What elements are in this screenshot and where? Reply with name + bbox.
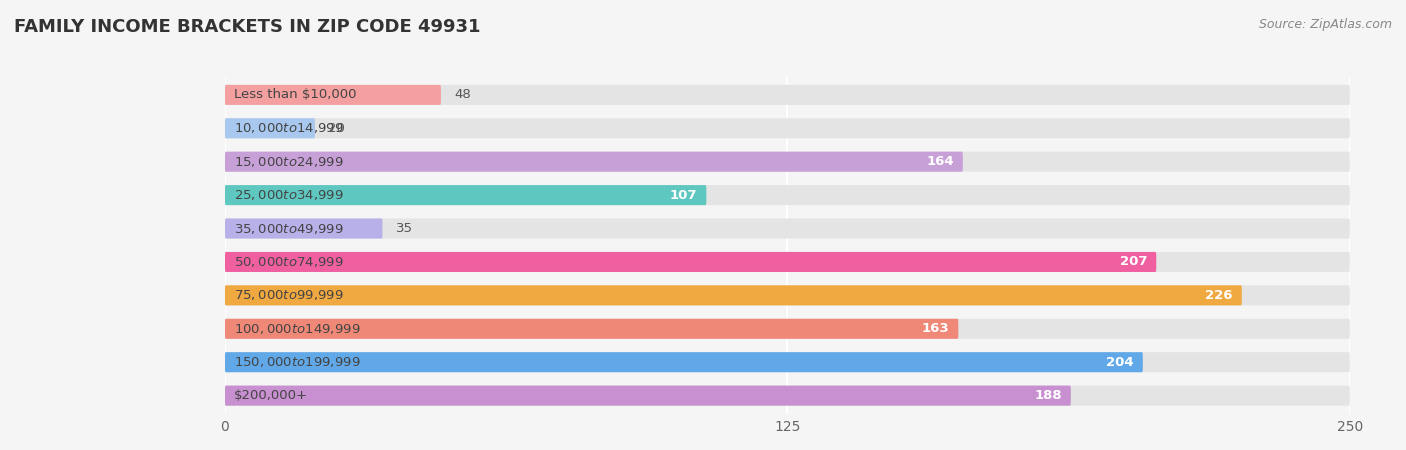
FancyBboxPatch shape — [225, 185, 706, 205]
FancyBboxPatch shape — [225, 152, 1350, 172]
Text: 207: 207 — [1119, 256, 1147, 269]
FancyBboxPatch shape — [225, 118, 315, 138]
FancyBboxPatch shape — [225, 85, 441, 105]
FancyBboxPatch shape — [225, 352, 1350, 372]
Text: $35,000 to $49,999: $35,000 to $49,999 — [233, 221, 343, 235]
FancyBboxPatch shape — [225, 285, 1241, 306]
FancyBboxPatch shape — [225, 219, 1350, 238]
Text: $10,000 to $14,999: $10,000 to $14,999 — [233, 122, 343, 135]
Text: $100,000 to $149,999: $100,000 to $149,999 — [233, 322, 360, 336]
FancyBboxPatch shape — [225, 85, 1350, 105]
Text: 48: 48 — [454, 88, 471, 101]
Text: FAMILY INCOME BRACKETS IN ZIP CODE 49931: FAMILY INCOME BRACKETS IN ZIP CODE 49931 — [14, 18, 481, 36]
FancyBboxPatch shape — [225, 219, 382, 238]
Text: 35: 35 — [396, 222, 413, 235]
FancyBboxPatch shape — [225, 386, 1350, 405]
FancyBboxPatch shape — [225, 252, 1350, 272]
FancyBboxPatch shape — [225, 252, 1156, 272]
Text: $200,000+: $200,000+ — [233, 389, 308, 402]
FancyBboxPatch shape — [225, 285, 1350, 306]
Text: Less than $10,000: Less than $10,000 — [233, 88, 357, 101]
Text: 20: 20 — [329, 122, 346, 135]
FancyBboxPatch shape — [225, 319, 959, 339]
FancyBboxPatch shape — [225, 319, 1350, 339]
Text: 163: 163 — [922, 322, 949, 335]
Text: 188: 188 — [1035, 389, 1062, 402]
Text: 226: 226 — [1205, 289, 1233, 302]
Text: $75,000 to $99,999: $75,000 to $99,999 — [233, 288, 343, 302]
Text: Source: ZipAtlas.com: Source: ZipAtlas.com — [1258, 18, 1392, 31]
FancyBboxPatch shape — [225, 152, 963, 172]
FancyBboxPatch shape — [225, 386, 1071, 405]
Text: $15,000 to $24,999: $15,000 to $24,999 — [233, 155, 343, 169]
Text: $50,000 to $74,999: $50,000 to $74,999 — [233, 255, 343, 269]
Text: 164: 164 — [927, 155, 953, 168]
Text: $150,000 to $199,999: $150,000 to $199,999 — [233, 355, 360, 369]
Text: 107: 107 — [669, 189, 697, 202]
FancyBboxPatch shape — [225, 352, 1143, 372]
Text: 204: 204 — [1107, 356, 1133, 369]
Text: $25,000 to $34,999: $25,000 to $34,999 — [233, 188, 343, 202]
FancyBboxPatch shape — [225, 185, 1350, 205]
FancyBboxPatch shape — [225, 118, 1350, 138]
